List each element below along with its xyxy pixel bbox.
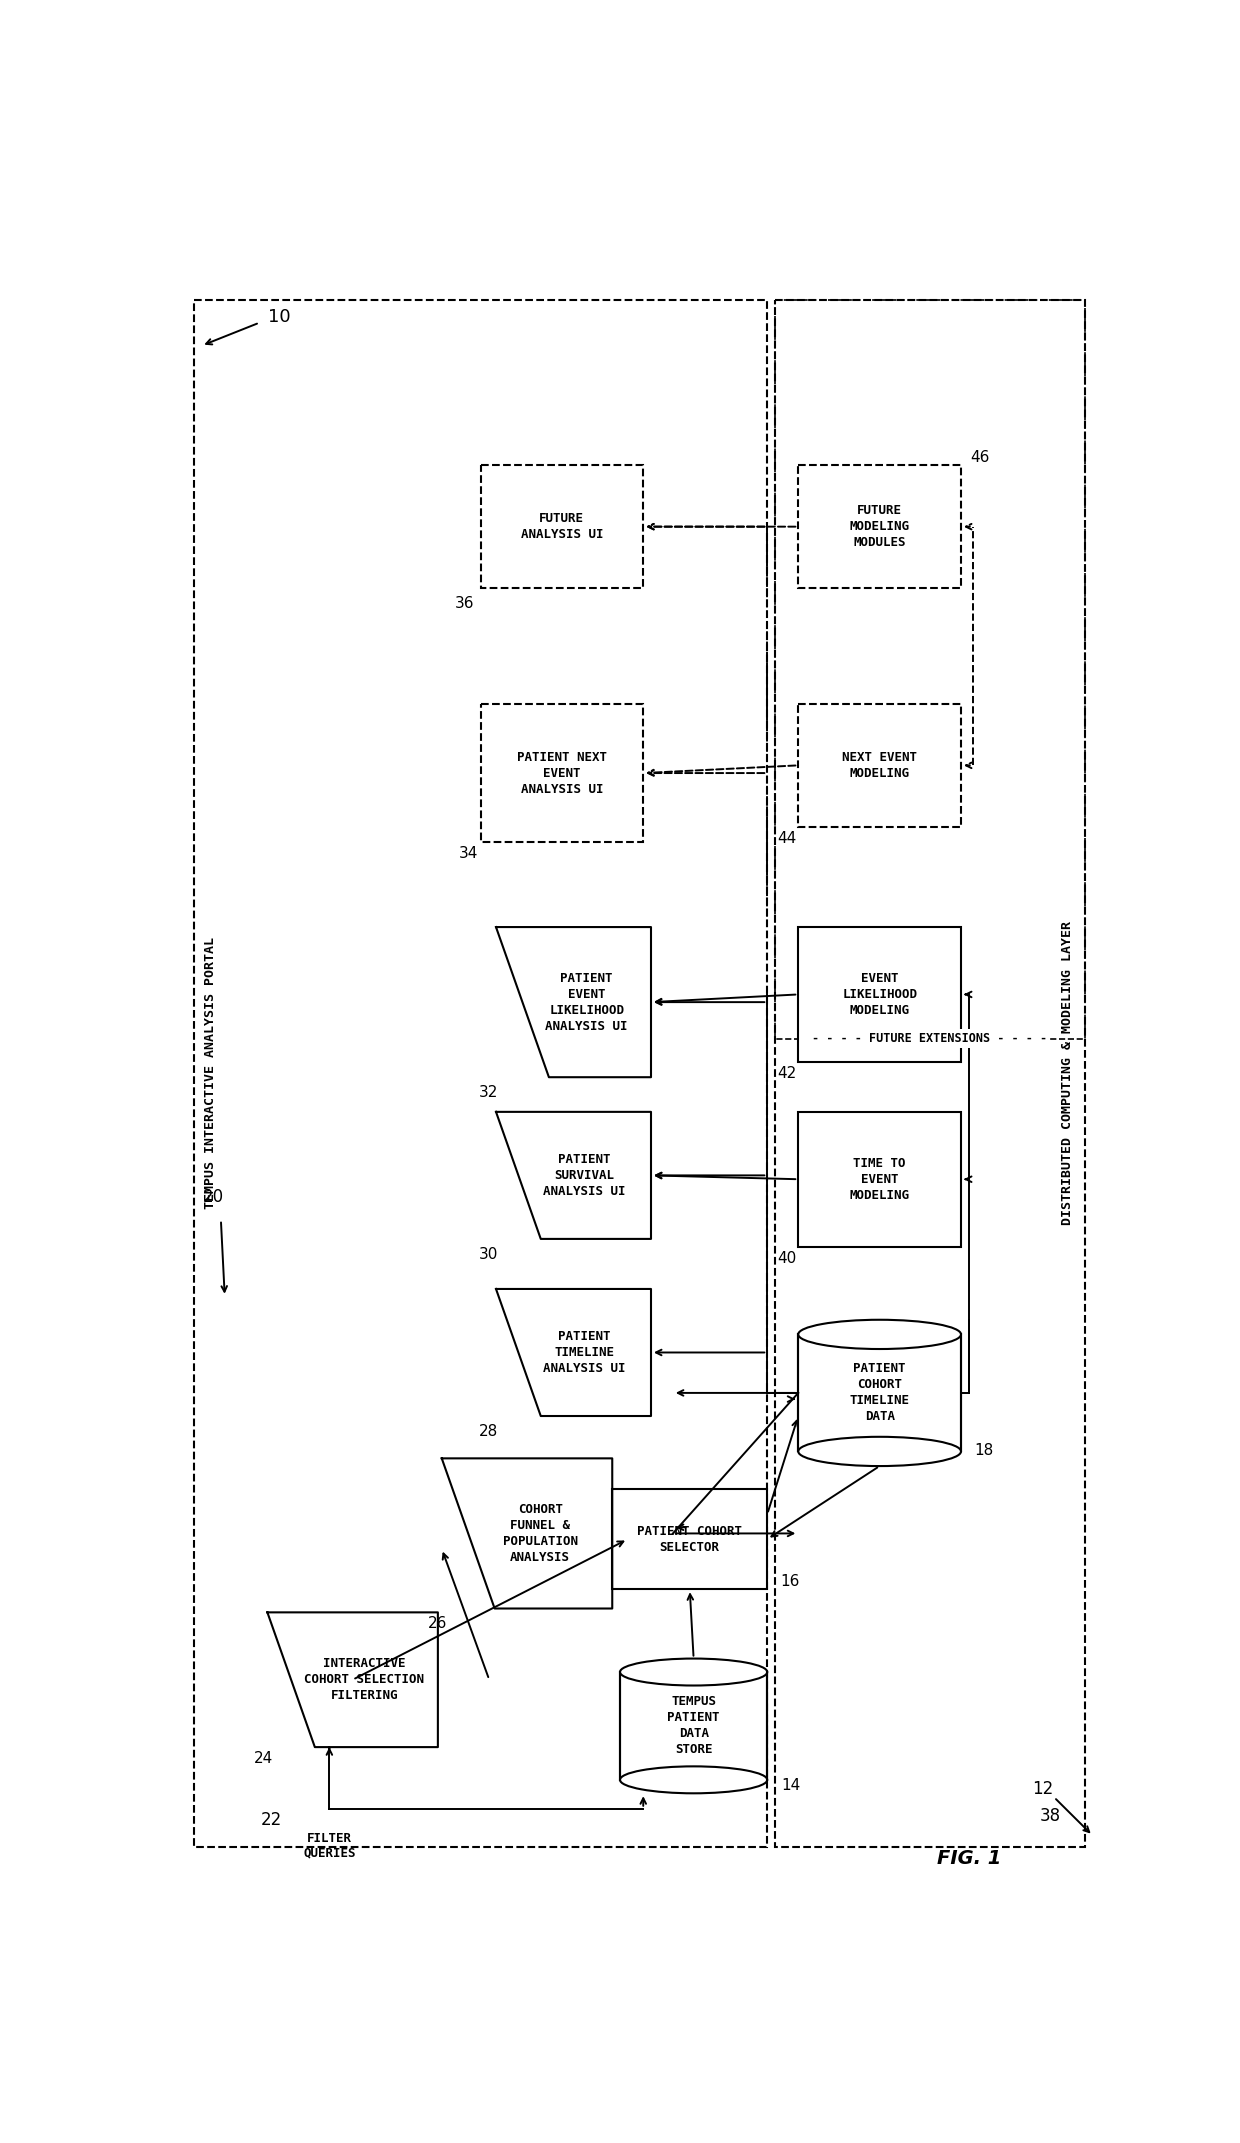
Text: PATIENT
TIMELINE
ANALYSIS UI: PATIENT TIMELINE ANALYSIS UI — [543, 1331, 626, 1376]
Text: DISTRIBUTED COMPUTING & MODELING LAYER: DISTRIBUTED COMPUTING & MODELING LAYER — [1061, 921, 1074, 1226]
Text: 34: 34 — [459, 846, 479, 861]
Text: 14: 14 — [781, 1779, 800, 1794]
Ellipse shape — [620, 1659, 768, 1687]
Text: 42: 42 — [777, 1065, 796, 1080]
Text: 20: 20 — [202, 1187, 223, 1207]
Text: 16: 16 — [781, 1575, 800, 1590]
Text: TEMPUS
PATIENT
DATA
STORE: TEMPUS PATIENT DATA STORE — [667, 1695, 720, 1757]
Text: INTERACTIVE
COHORT SELECTION
FILTERING: INTERACTIVE COHORT SELECTION FILTERING — [305, 1657, 424, 1702]
Text: PATIENT
SURVIVAL
ANALYSIS UI: PATIENT SURVIVAL ANALYSIS UI — [543, 1153, 626, 1198]
Bar — [481, 465, 644, 589]
Polygon shape — [268, 1612, 438, 1747]
Text: PATIENT
EVENT
LIKELIHOOD
ANALYSIS UI: PATIENT EVENT LIKELIHOOD ANALYSIS UI — [546, 971, 627, 1033]
Text: 22: 22 — [260, 1811, 281, 1830]
Text: NEXT EVENT
MODELING: NEXT EVENT MODELING — [842, 750, 918, 780]
Bar — [799, 1335, 961, 1451]
Text: FILTER
QUERIES: FILTER QUERIES — [303, 1832, 356, 1860]
Text: 36: 36 — [455, 596, 475, 611]
Polygon shape — [496, 928, 651, 1078]
Text: FIG. 1: FIG. 1 — [936, 1849, 1001, 1869]
Text: 28: 28 — [479, 1423, 498, 1438]
Ellipse shape — [620, 1766, 768, 1794]
Bar — [481, 703, 644, 842]
Text: FUTURE
ANALYSIS UI: FUTURE ANALYSIS UI — [521, 512, 603, 542]
Text: TIME TO
EVENT
MODELING: TIME TO EVENT MODELING — [849, 1157, 910, 1202]
Bar — [799, 703, 961, 827]
Bar — [620, 1672, 768, 1781]
Bar — [799, 1112, 961, 1247]
Text: 30: 30 — [479, 1247, 498, 1262]
Bar — [775, 300, 1085, 1039]
Text: 12: 12 — [1032, 1781, 1053, 1798]
Text: 38: 38 — [1039, 1807, 1060, 1826]
Text: FUTURE
MODELING
MODULES: FUTURE MODELING MODULES — [849, 504, 910, 549]
Bar — [613, 1489, 768, 1590]
Ellipse shape — [799, 1320, 961, 1350]
Text: 10: 10 — [268, 309, 290, 326]
Text: EVENT
LIKELIHOOD
MODELING: EVENT LIKELIHOOD MODELING — [842, 973, 918, 1018]
Text: COHORT
FUNNEL &
POPULATION
ANALYSIS: COHORT FUNNEL & POPULATION ANALYSIS — [502, 1502, 578, 1564]
Text: 32: 32 — [479, 1084, 498, 1099]
Bar — [193, 300, 768, 1847]
Text: PATIENT
COHORT
TIMELINE
DATA: PATIENT COHORT TIMELINE DATA — [849, 1363, 910, 1423]
Text: 40: 40 — [777, 1252, 796, 1267]
Text: TEMPUS INTERACTIVE ANALYSIS PORTAL: TEMPUS INTERACTIVE ANALYSIS PORTAL — [205, 936, 217, 1209]
Text: PATIENT COHORT
SELECTOR: PATIENT COHORT SELECTOR — [637, 1524, 743, 1554]
Polygon shape — [441, 1459, 613, 1609]
Text: - - - - FUTURE EXTENSIONS - - - -: - - - - FUTURE EXTENSIONS - - - - — [812, 1033, 1048, 1046]
Ellipse shape — [799, 1436, 961, 1466]
Text: 44: 44 — [777, 831, 796, 846]
Text: 46: 46 — [971, 450, 990, 465]
Text: 24: 24 — [254, 1751, 273, 1766]
Polygon shape — [496, 1112, 651, 1239]
Bar — [775, 300, 1085, 1847]
Polygon shape — [496, 1288, 651, 1417]
Text: 18: 18 — [975, 1442, 994, 1457]
Bar — [799, 928, 961, 1061]
Bar — [799, 465, 961, 589]
Text: 26: 26 — [428, 1616, 448, 1631]
Text: PATIENT NEXT
EVENT
ANALYSIS UI: PATIENT NEXT EVENT ANALYSIS UI — [517, 750, 606, 795]
